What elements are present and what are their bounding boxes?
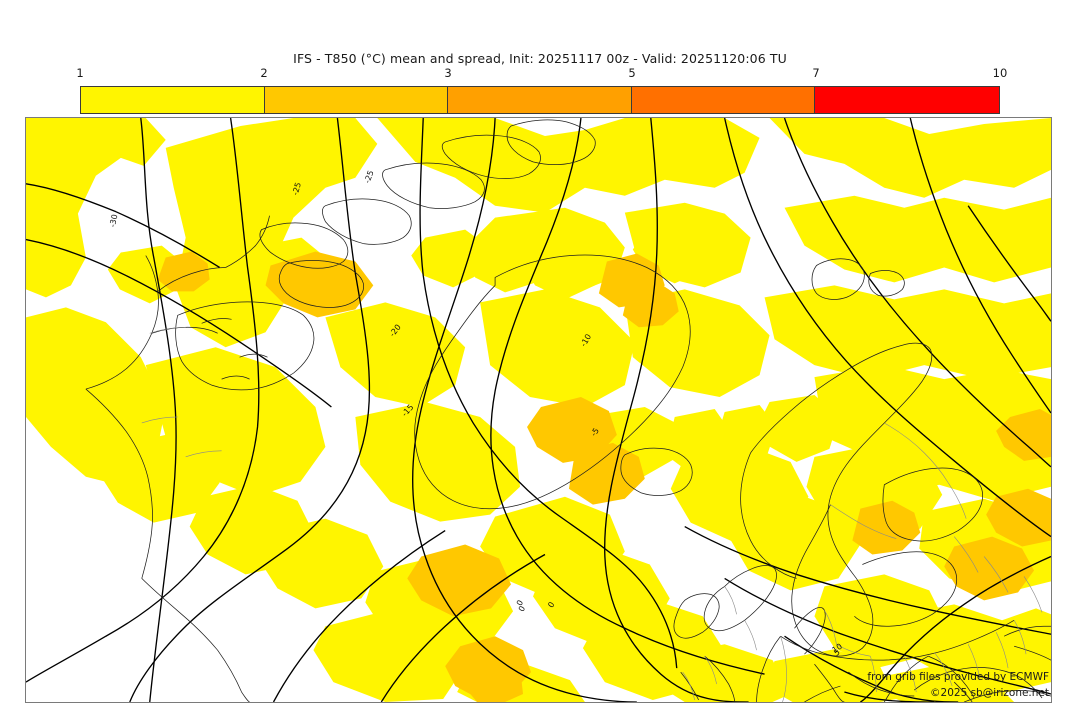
colorbar-segment-7-10	[815, 87, 999, 113]
page-title: IFS - T850 (°C) mean and spread, Init: 2…	[293, 51, 787, 66]
colorbar-tick-3: 3	[444, 66, 452, 80]
colorbar-tick-2: 2	[260, 66, 268, 80]
coastlines	[85, 119, 1051, 702]
colorbar-segment-2-3	[264, 87, 449, 113]
colorbar-tick-1: 1	[76, 66, 84, 80]
contour-label-3: -25	[363, 169, 376, 184]
contour-label-2: -25	[291, 181, 303, 196]
colorbar-tick-labels: 1 2 3 5 7 10	[76, 66, 1007, 84]
colorbar-tick-10: 10	[992, 66, 1008, 80]
contour-label-5: 0	[515, 599, 525, 608]
spread-shading-yellow	[26, 118, 1051, 702]
contour-label-4: -5	[589, 426, 601, 438]
colorbar	[80, 86, 1000, 114]
colorbar-segment-1-2	[81, 87, 265, 113]
colorbar-tick-7: 7	[812, 66, 820, 80]
credit-author: ©2025 sb@irizone.net	[930, 687, 1049, 699]
colorbar-segment-5-7	[631, 87, 816, 113]
political-borders	[141, 326, 1043, 702]
spread-shading-amber	[157, 251, 1051, 702]
contour-label-6: 0	[517, 605, 527, 614]
contour-label-1: -30	[108, 213, 120, 228]
map-panel[interactable]: -30 -25 -25 -5 0 0 -15 0 5 10 -20 -10	[25, 117, 1052, 703]
map-canvas: -30 -25 -25 -5 0 0 -15 0 5 10 -20 -10	[26, 118, 1051, 702]
colorbar-tick-5: 5	[628, 66, 636, 80]
colorbar-segment-3-5	[448, 87, 632, 113]
contour-lines	[26, 118, 1051, 702]
contour-label-9: 5	[832, 648, 841, 658]
contour-label-8: 0	[546, 600, 556, 609]
gradient-bar-icon	[80, 86, 1000, 114]
credit-source: from grib files provided by ECMWF	[867, 671, 1049, 683]
